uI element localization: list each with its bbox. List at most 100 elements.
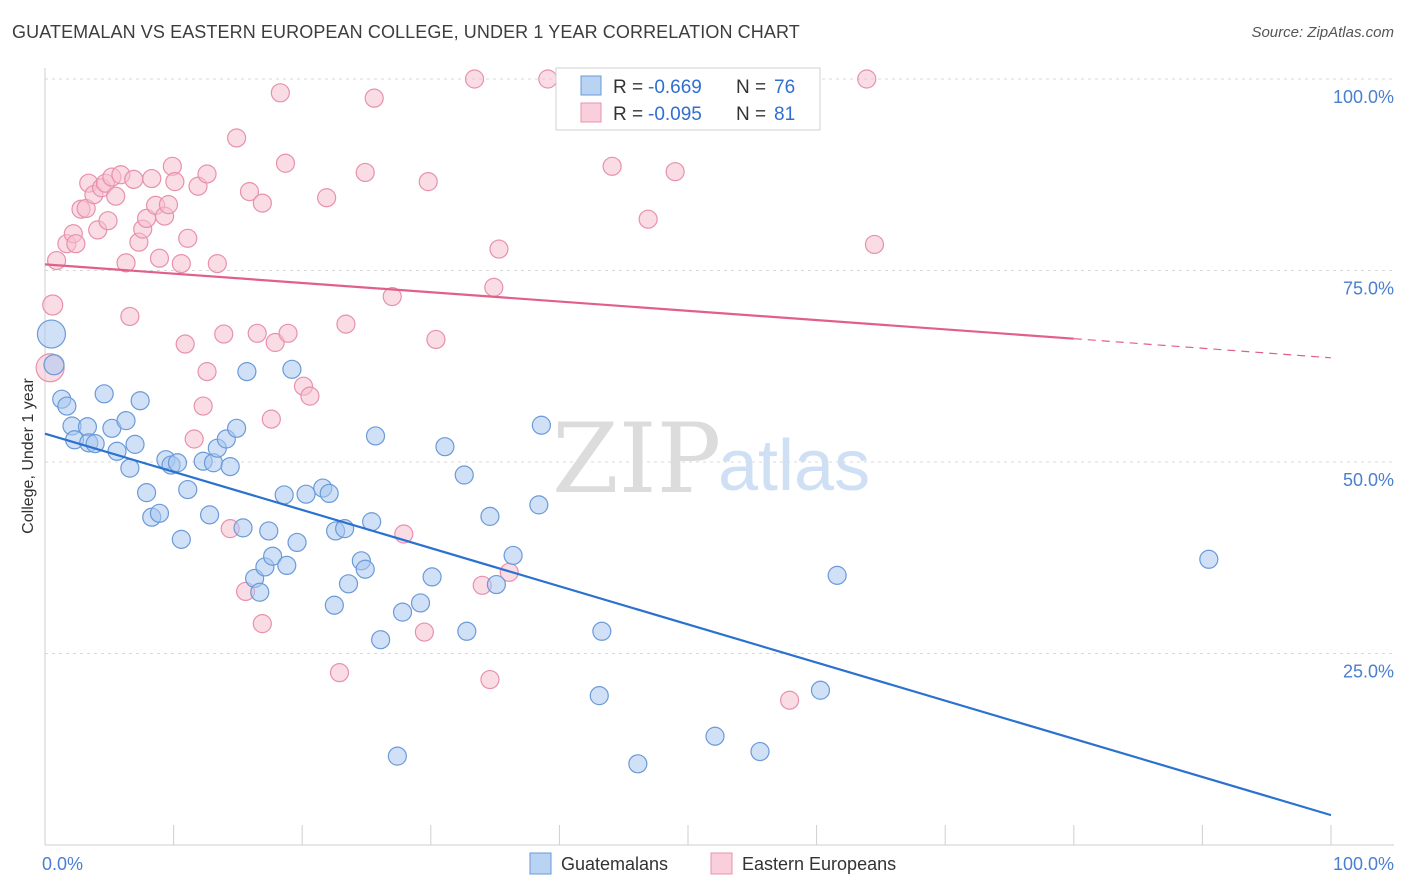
point-guatemalans-44 (319, 483, 339, 504)
point-guatemalans-15 (130, 391, 150, 411)
point-eastern-europeans-63 (426, 329, 446, 350)
bottom-legend-swatch-guatemalans (529, 852, 552, 875)
trend-line-eastern-europeans-extension (1073, 338, 1332, 359)
point-eastern-europeans-70 (538, 69, 558, 89)
point-eastern-europeans-59 (382, 286, 402, 307)
point-eastern-europeans-23 (142, 168, 162, 189)
point-eastern-europeans-68 (489, 239, 509, 259)
legend-swatch-eastern-europeans (580, 102, 602, 123)
tick-labels: 25.0% 50.0% 75.0% 100.0% 0.0% 100.0% (42, 87, 1394, 874)
point-guatemalans-29 (220, 456, 240, 477)
point-guatemalans-58 (435, 437, 455, 457)
trend-lines (44, 263, 1332, 817)
y-tick-label-75: 75.0% (1343, 279, 1394, 299)
y-axis-label: College, Under 1 year (20, 378, 37, 534)
point-eastern-europeans-47 (261, 409, 281, 429)
legend-r-label-2: R = (613, 104, 643, 125)
point-guatemalans-37 (263, 546, 283, 566)
point-eastern-europeans-50 (275, 153, 296, 173)
legend-n-label-1: N = (736, 77, 766, 98)
point-guatemalans-3 (57, 396, 77, 416)
bottom-legend-label-eastern-europeans: Eastern Europeans (742, 854, 896, 874)
y-tick-label-50: 50.0% (1343, 470, 1394, 490)
point-guatemalans-16 (136, 483, 157, 503)
point-eastern-europeans-13 (98, 211, 118, 231)
point-eastern-europeans-35 (193, 396, 213, 416)
point-guatemalans-25 (200, 505, 220, 525)
point-eastern-europeans-17 (116, 253, 136, 273)
point-guatemalans-21 (167, 453, 188, 473)
point-eastern-europeans-67 (484, 277, 504, 297)
stats-legend: R = -0.669 N = 76 R = -0.095 N = 81 (555, 67, 821, 131)
point-guatemalans-23 (178, 479, 198, 500)
legend-r-value-2: -0.095 (648, 104, 702, 125)
point-eastern-europeans-57 (355, 162, 375, 183)
point-guatemalans-55 (392, 602, 413, 622)
point-eastern-europeans-58 (364, 88, 384, 108)
point-guatemalans-30 (227, 418, 247, 438)
bottom-legend-swatch-eastern-europeans (710, 852, 733, 875)
point-eastern-europeans-80 (864, 234, 885, 255)
legend-n-value-2: 81 (774, 104, 795, 125)
point-eastern-europeans-18 (120, 306, 140, 327)
point-eastern-europeans-31 (175, 334, 195, 354)
point-eastern-europeans-32 (178, 228, 198, 248)
point-guatemalans-73 (1199, 549, 1219, 569)
x-tick-label-0: 0.0% (42, 854, 83, 874)
point-guatemalans-68 (628, 754, 648, 774)
point-eastern-europeans-5 (66, 234, 86, 254)
axes (44, 68, 1394, 846)
watermark-zip: ZIP (552, 403, 721, 515)
point-guatemalans-36 (259, 521, 279, 541)
point-eastern-europeans-53 (300, 386, 320, 406)
bottom-legend: Guatemalans Eastern Europeans (529, 852, 896, 875)
point-guatemalans-65 (531, 415, 551, 435)
point-guatemalans-50 (355, 559, 375, 579)
point-guatemalans-56 (410, 593, 431, 613)
point-guatemalans-53 (371, 630, 391, 650)
point-guatemalans-18 (149, 503, 170, 523)
point-guatemalans-61 (480, 506, 500, 526)
legend-n-label-2: N = (736, 104, 766, 125)
point-guatemalans-64 (529, 495, 549, 515)
point-guatemalans-38 (274, 485, 294, 505)
point-guatemalans-12 (116, 411, 136, 431)
legend-swatch-guatemalans (580, 75, 602, 96)
point-guatemalans-66 (589, 686, 609, 706)
point-guatemalans-9 (94, 384, 114, 404)
trend-line-guatemalans (44, 432, 1332, 817)
point-eastern-europeans-19 (124, 169, 144, 189)
point-eastern-europeans-78 (779, 690, 800, 710)
point-eastern-europeans-25 (149, 248, 170, 268)
point-guatemalans-71 (810, 680, 831, 700)
point-guatemalans-52 (365, 426, 386, 446)
point-guatemalans-69 (705, 726, 725, 746)
x-tick-label-100: 100.0% (1333, 854, 1394, 874)
point-guatemalans-72 (827, 565, 847, 585)
point-eastern-europeans-55 (329, 663, 350, 683)
point-guatemalans-32 (237, 362, 257, 382)
point-guatemalans-31 (233, 518, 253, 538)
watermark: ZIP atlas (552, 403, 870, 515)
point-eastern-europeans-72 (602, 156, 622, 176)
y-tick-label-25: 25.0% (1343, 662, 1394, 682)
point-guatemalans-34 (250, 582, 270, 602)
point-eastern-europeans-79 (857, 69, 877, 89)
point-eastern-europeans-74 (665, 162, 685, 182)
point-guatemalans-39 (277, 555, 297, 576)
point-guatemalans-67 (592, 621, 612, 641)
point-guatemalans-22 (171, 529, 191, 549)
point-guatemalans-60 (457, 621, 477, 641)
point-guatemalans-40 (282, 359, 302, 379)
point-guatemalans-48 (338, 574, 359, 594)
point-eastern-europeans-39 (214, 324, 234, 344)
chart-source: Source: ZipAtlas.com (1251, 24, 1394, 41)
point-eastern-europeans-1 (42, 294, 64, 316)
chart-title: GUATEMALAN VS EASTERN EUROPEAN COLLEGE, … (12, 22, 800, 42)
legend-r-label-1: R = (613, 77, 643, 98)
point-guatemalans-54 (387, 746, 407, 766)
point-eastern-europeans-44 (247, 323, 267, 343)
legend-r-value-1: -0.669 (648, 77, 702, 98)
point-eastern-europeans-29 (165, 172, 185, 192)
point-eastern-europeans-15 (106, 186, 126, 206)
